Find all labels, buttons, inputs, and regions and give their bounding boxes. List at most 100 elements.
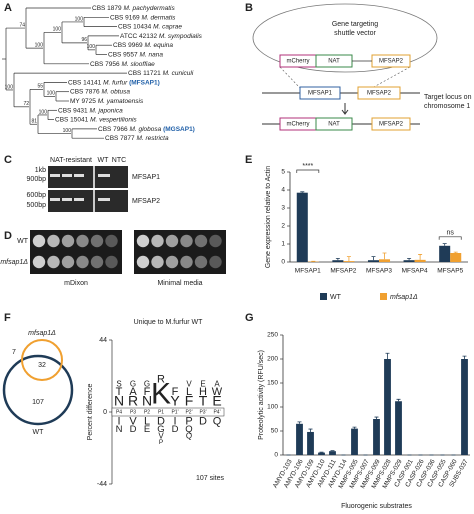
vector-label: shuttle vector (334, 30, 376, 37)
taxon-label: CBS 7876 M. obtusa (70, 88, 130, 95)
logo-letter: H (199, 386, 207, 398)
strain: CBS 7876 (70, 88, 100, 95)
colony-spot (136, 234, 150, 248)
colony-spot (32, 234, 46, 248)
colony-spot (194, 234, 208, 248)
colony-spot (165, 234, 179, 248)
logo-letter: T (116, 386, 123, 398)
colony-spot (76, 234, 89, 248)
vector-plasmid (252, 3, 438, 73)
logo-letter: G (144, 380, 150, 389)
bar (450, 253, 462, 262)
bar (296, 423, 303, 455)
protein: (MFSAP1) (129, 79, 160, 86)
logo-letter: R (157, 373, 165, 385)
x-axis-label: Fluorogenic substrates (341, 503, 412, 510)
bar (373, 419, 380, 455)
logo-letter: E (144, 424, 150, 435)
y-tick-label: -44 (97, 481, 107, 488)
gene-label: mCherry (286, 122, 309, 128)
y-tick-label: 0 (274, 452, 278, 459)
bootstrap-value: 100 (75, 16, 84, 22)
bar (329, 451, 336, 455)
gene-label: MFSAP2 (132, 198, 160, 205)
gene-label: MFSAP2 (367, 91, 392, 97)
species: M. nana (139, 51, 163, 58)
error-bar (396, 398, 401, 402)
logo-letter: V (186, 380, 192, 389)
taxon-label: CBS 7956 M. slooffiae (90, 61, 155, 68)
logo-letter: D (199, 415, 207, 427)
significance-label: **** (302, 163, 313, 170)
colony-spot (151, 255, 164, 269)
panel-label: C (4, 154, 12, 166)
bar (461, 359, 468, 455)
logo-letter: S (116, 380, 121, 389)
logo-y-label: Percent difference (87, 384, 94, 441)
colony-spot (180, 255, 193, 269)
y-tick-label: 250 (267, 332, 278, 339)
error-bar (385, 352, 390, 359)
position-label: P2 (144, 409, 150, 415)
logo-letter: V (158, 432, 164, 441)
taxon-label: CBS 9431 M. japonica (58, 107, 123, 114)
gene-label: mCherry (286, 59, 309, 65)
logo-letter: R (128, 392, 138, 408)
marker-label: 500bp (27, 202, 47, 209)
bar (403, 260, 415, 262)
logo-letter: F (172, 386, 179, 398)
logo-letter: P (159, 439, 163, 446)
colony-spot (61, 255, 75, 269)
bootstrap-value: 100 (53, 27, 62, 33)
position-label: P4' (213, 409, 220, 415)
strain: CBS 7966 (98, 126, 128, 133)
bootstrap-value: 74 (19, 22, 25, 28)
bar (414, 259, 426, 262)
logo-letter: E (200, 380, 205, 389)
vector-label: Gene targeting (332, 21, 378, 28)
logo-letter: E (212, 392, 221, 408)
media-label: Minimal media (157, 280, 202, 287)
logo-letter: D (157, 415, 165, 427)
strain: MY 9725 (70, 98, 96, 105)
gene-box (299, 86, 341, 100)
panel-label: B (245, 2, 253, 14)
species: M. obtusa (101, 88, 130, 95)
logo-letter: A (214, 380, 220, 389)
strain: CBS 15041 (55, 116, 89, 123)
logo-letter: G (130, 380, 136, 389)
bar (332, 260, 344, 262)
strain: CBS 9969 (113, 42, 143, 49)
significance-label: ns (446, 230, 454, 237)
colony-spot (209, 255, 222, 269)
marker-label: 600bp (27, 192, 47, 199)
taxon-label: MY 9725 M. yamatoensis (70, 98, 144, 105)
sites-label: 107 sites (196, 475, 225, 482)
y-tick-label: 4 (281, 187, 285, 194)
locus-label: Target locus on (424, 94, 472, 101)
logo-letter: Q (186, 432, 192, 441)
taxon-label: CBS 1879 M. pachydermatis (92, 5, 175, 12)
logo-letter: A (129, 386, 137, 398)
x-tick-label: MFSAP1 (295, 268, 321, 275)
logo-letter: T (199, 392, 208, 408)
taxon-label: CBS 7966 M. globosa (MGSAP1) (98, 126, 195, 133)
error-bar (382, 252, 387, 260)
position-label: P3' (199, 409, 206, 415)
strain: CBS 7877 (105, 135, 135, 142)
taxon-label: CBS 14141 M. furfur (MFSAP1) (68, 79, 160, 86)
strain: CBS 9557 (108, 51, 138, 58)
y-tick-label: 3 (281, 205, 285, 212)
colony-spot (136, 255, 150, 269)
panel-label: D (4, 230, 12, 242)
bar (343, 261, 355, 262)
y-tick-label: 1 (281, 241, 285, 248)
bootstrap-value: 100 (39, 109, 48, 115)
bootstrap-value: 81 (31, 119, 37, 125)
y-axis-label: Gene expression relative to Actin (265, 166, 272, 268)
taxon-label: CBS 15041 M. vespertilionis (55, 116, 137, 123)
colony-spot (47, 234, 60, 248)
taxon-label: CBS 9969 M. equina (113, 42, 173, 49)
species: M. caprae (153, 23, 182, 30)
